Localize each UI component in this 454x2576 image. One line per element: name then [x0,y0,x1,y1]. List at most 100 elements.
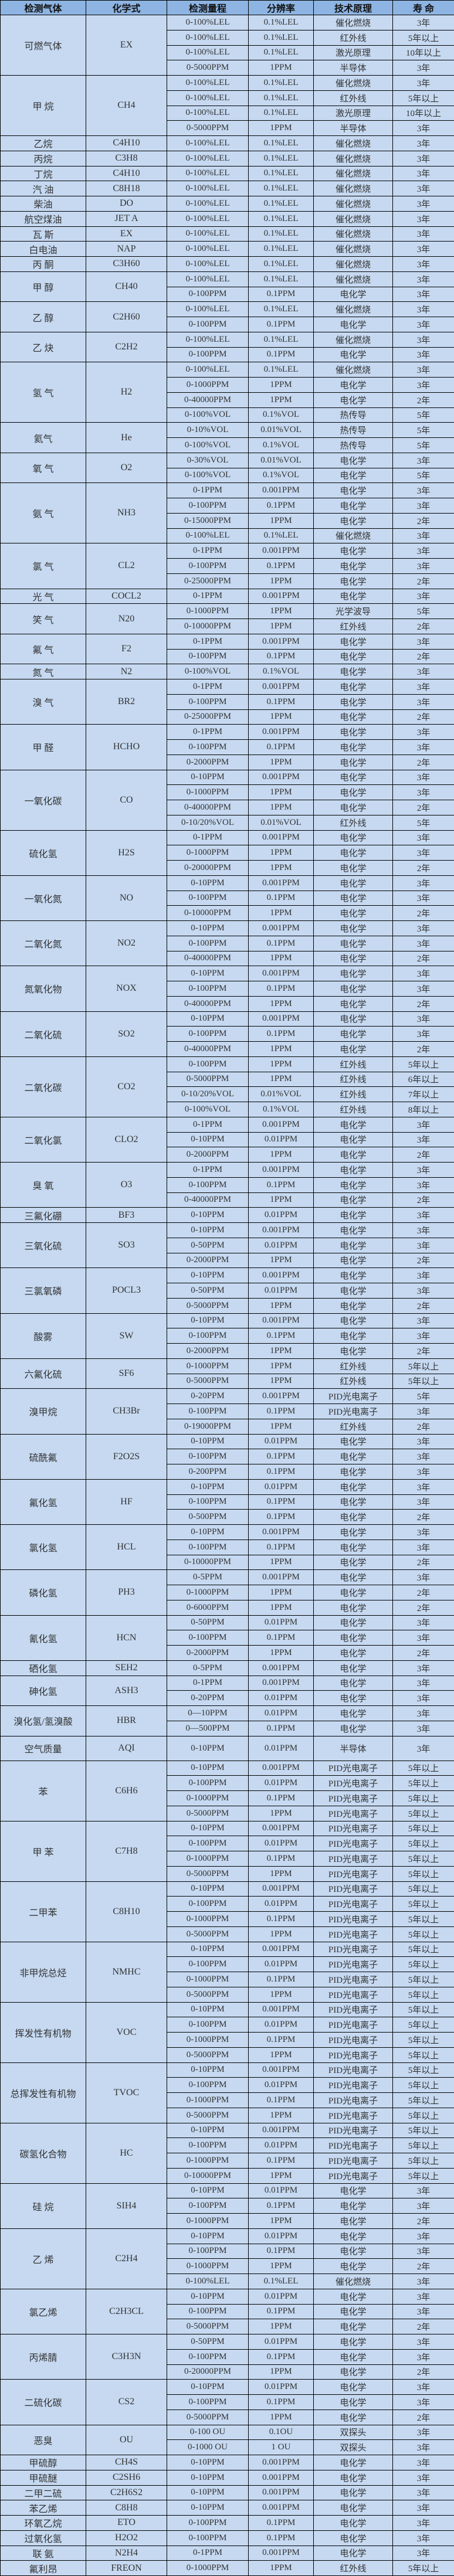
resolution-cell: 0.01PPM [248,2379,314,2395]
lifespan-cell: 5年以上 [392,1056,454,1072]
principle-cell: PID光电离子 [313,2153,393,2169]
lifespan-cell: 3年 [392,679,454,695]
gas-name-cell: 乙烷 [0,135,86,151]
header-range: 检测量程 [167,0,249,15]
table-row: 0-100PPM 0.1PPM 电化学 3年 [1,694,454,710]
lifespan-cell: 5年以上 [392,1820,454,1837]
gas-name-cell: 挥发性有机物 [0,2001,86,2063]
range-cell: 0-10PPM [167,2485,249,2501]
lifespan-cell: 2年 [392,2213,454,2229]
range-cell: 0-10PPM [167,1735,249,1761]
table-row: 0-100PPM 0.01PPM PID光电离子 5年以上 [1,2077,454,2093]
range-cell: 0-100PPM [167,890,249,906]
principle-cell: PID光电离子 [313,1775,393,1791]
table-row: 0-40000PPM 1PPM 电化学 2年 [1,800,454,815]
lifespan-cell: 5年 [392,814,454,831]
table-row: 甲硫醚 C2SH6 0-10PPM 0.001PPM 电化学 3年 [0,2469,454,2486]
principle-cell: 激光原理 [313,45,393,61]
range-cell: 0-100PPM [167,1328,249,1344]
principle-cell: 电化学 [313,2228,393,2244]
gas-name-cell: 丙烯腈 [0,2333,86,2380]
table-row: 0-15000PPM 1PPM 电化学 2年 [1,512,454,529]
table-row: 0-100%LEL 0.1%LEL 红外线 5年以上 [1,29,454,46]
resolution-cell: 1PPM [248,512,314,529]
lifespan-cell: 3年 [392,15,454,30]
principle-cell: 红外线 [313,1418,393,1435]
resolution-cell: 0.001PPM [248,588,314,604]
formula-cell: C3H8 [86,150,167,166]
lifespan-cell: 5年 [392,1388,454,1404]
range-cell: 0-10PPM [167,1760,249,1776]
lifespan-cell: 2年 [392,2364,454,2380]
resolution-cell: 1PPM [248,860,314,876]
principle-cell: 电化学 [313,1116,393,1133]
range-cell: 0-2000PPM [167,1645,249,1661]
formula-cell: C6H6 [86,1760,167,1821]
range-cell: 0-10PPM [167,2122,249,2139]
formula-cell: H2 [86,362,167,423]
principle-cell: 红外线 [313,1373,393,1389]
range-cell: 0-2000PPM [167,1343,249,1359]
table-row: 臭 氧 O3 0-1PPM 0.001PPM 电化学 3年 [0,1161,454,1208]
gas-name-cell: 汽 油 [0,181,86,196]
table-row: 0-100PPM 0.1PPM 电化学 3年 [1,2243,454,2259]
principle-cell: 电化学 [313,2500,393,2516]
range-cell: 0-15000PPM [167,512,249,529]
lifespan-cell: 3年 [392,966,454,981]
formula-cell: DO [86,196,167,212]
lifespan-cell: 3年 [392,1162,454,1178]
table-row: 甲硫醇 CH4S 0-10PPM 0.001PPM 电化学 3年 [0,2455,454,2470]
header-gas: 检测气体 [0,0,86,15]
lifespan-cell: 5年以上 [392,1896,454,1912]
resolution-cell: 0.1PPM [248,648,314,665]
table-row: 0-100PPM 0.1PPM 电化学 3年 [1,2349,454,2365]
resolution-cell: 0.1%LEL [248,165,314,182]
principle-cell: 电化学 [313,890,393,906]
formula-cell: CH4S [86,2455,167,2470]
resolution-cell: 0.01%VOL [248,1086,314,1102]
gas-name-cell: 联 氨 [0,2545,86,2561]
range-cell: 0-5000PPM [167,2047,249,2063]
lifespan-cell: 3年 [392,286,454,303]
table-row: 六氟化硫 SF6 0-1000PPM 1PPM 红外线 5年以上 [0,1358,454,1389]
range-cell: 0-100PPM [167,2349,249,2365]
lifespan-cell: 3年 [392,724,454,740]
resolution-cell: 0.001PPM [248,1675,314,1691]
table-row: 0-100%VOL 0.1%VOL 热传导 5年 [1,437,454,453]
table-row: 0-20PPM 0.01PPM 电化学 3年 [1,1690,454,1706]
gas-name-cell: 二硫化碳 [0,2379,86,2425]
lifespan-cell: 5年 [392,422,454,438]
table-row: 汽 油 C8H18 0-100%LEL 0.1%LEL 催化燃烧 3年 [0,181,454,196]
formula-cell: N2 [86,664,167,679]
range-cell: 0-100%LEL [167,181,249,196]
principle-cell: 电化学 [313,1690,393,1706]
resolution-cell: 1PPM [248,2319,314,2334]
lifespan-cell: 3年 [392,452,454,468]
lifespan-cell: 2年 [392,1252,454,1269]
table-row: 乙 炔 C2H2 0-100%LEL 0.1%LEL 催化燃烧 3年 [0,331,454,363]
table-row: 0-100PPM 0.01PPM PID光电离子 5年以上 [1,1775,454,1791]
lifespan-cell: 2年 [392,860,454,876]
principle-cell: 红外线 [313,2560,393,2576]
range-cell: 0-5000PPM [167,60,249,76]
resolution-cell: 1PPM [248,845,314,861]
resolution-cell: 1PPM [248,995,314,1012]
gas-name-cell: 氯乙烯 [0,2288,86,2335]
range-cell: 0-10PPM [167,2288,249,2305]
lifespan-cell: 3年 [392,1222,454,1238]
principle-cell: 电化学 [313,739,393,755]
lifespan-cell: 5年以上 [392,1865,454,1882]
range-cell: 0-1000PPM [167,784,249,800]
principle-cell: 电化学 [313,981,393,997]
principle-cell: 催化燃烧 [313,256,393,272]
formula-cell: H2O2 [86,2530,167,2546]
resolution-cell: 0.1%LEL [248,105,314,121]
range-cell: 0-1000PPM [167,1790,249,1806]
principle-cell: 电化学 [313,588,393,604]
lifespan-cell: 3年 [392,1131,454,1148]
lifespan-cell: 3年 [392,1479,454,1495]
header-row: 检测气体 化学式 检测量程 分辨率 技术原理 寿 命 [0,0,454,15]
lifespan-cell: 5年以上 [392,1805,454,1821]
formula-cell: HBR [86,1705,167,1736]
